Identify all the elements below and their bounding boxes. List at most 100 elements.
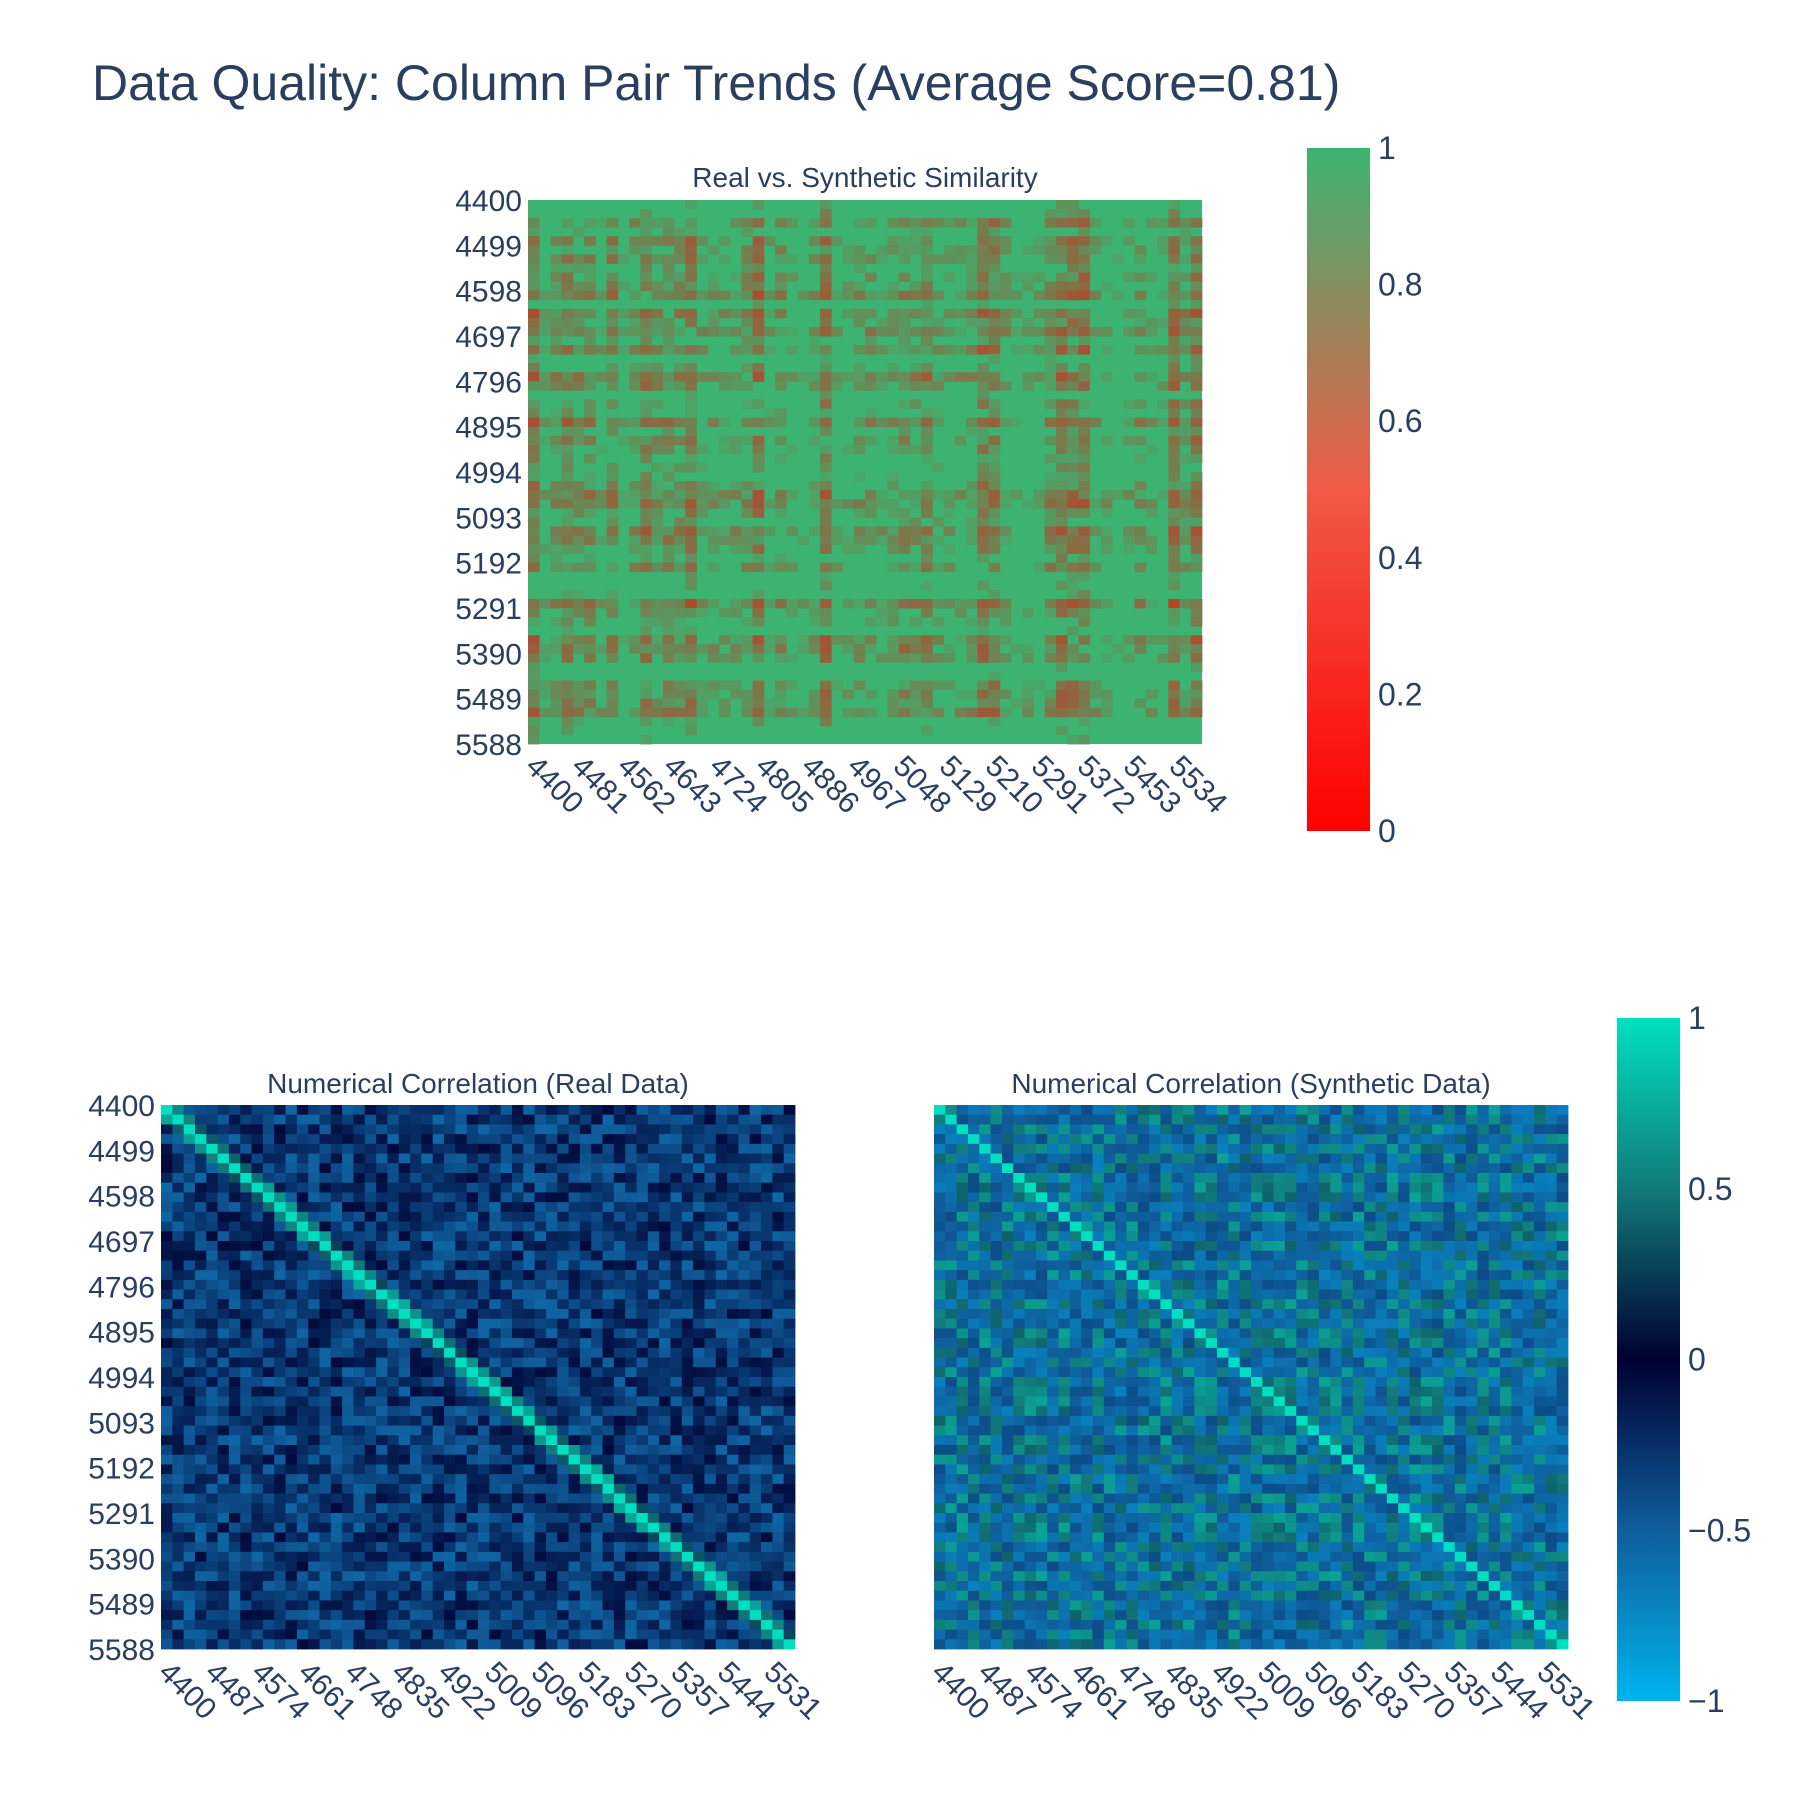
heatmap-cell xyxy=(274,1182,286,1193)
heatmap-cell xyxy=(898,698,911,709)
heatmap-cell xyxy=(921,635,933,645)
heatmap-cell xyxy=(625,1241,637,1252)
heatmap-cell xyxy=(539,707,551,718)
heatmap-cell xyxy=(432,1415,445,1426)
heatmap-cell xyxy=(1067,734,1079,745)
heatmap-cell xyxy=(640,526,652,536)
heatmap-cell xyxy=(342,1143,354,1154)
heatmap-cell xyxy=(545,1202,558,1213)
heatmap-cell xyxy=(432,1474,445,1485)
heatmap-cell xyxy=(1067,571,1079,582)
heatmap-cell xyxy=(353,1386,366,1397)
heatmap-cell xyxy=(647,1163,660,1174)
heatmap-cell xyxy=(308,1105,320,1116)
heatmap-cell xyxy=(228,1221,241,1232)
heatmap-cell xyxy=(478,1629,490,1640)
heatmap-cell xyxy=(410,1474,422,1485)
heatmap-cell xyxy=(444,1619,456,1630)
heatmap-cell xyxy=(444,1143,456,1154)
heatmap-cell xyxy=(511,1134,524,1145)
heatmap-cell xyxy=(274,1386,286,1397)
heatmap-cell xyxy=(591,1173,603,1184)
heatmap-cell xyxy=(606,635,619,645)
heatmap-cell xyxy=(579,1571,592,1582)
heatmap-cell xyxy=(761,1114,773,1125)
heatmap-cell xyxy=(511,1454,524,1465)
heatmap-cell xyxy=(761,1619,773,1630)
heatmap-cell xyxy=(240,1581,252,1592)
heatmap-cell xyxy=(1190,553,1203,564)
heatmap-cell xyxy=(715,1328,728,1339)
heatmap-cell xyxy=(308,1629,320,1640)
heatmap-cell xyxy=(568,1454,581,1465)
heatmap-cell xyxy=(674,254,686,264)
heatmap-cell xyxy=(602,1347,615,1358)
heatmap-cell xyxy=(640,336,652,346)
heatmap-cell xyxy=(932,290,945,301)
similarity-colorbar: 10.80.60.40.20 xyxy=(1307,130,1422,849)
heatmap-cell xyxy=(647,1377,660,1388)
heatmap-cell xyxy=(1033,272,1046,282)
heatmap-cell xyxy=(797,535,810,545)
heatmap-cell xyxy=(217,1503,230,1514)
heatmap-cell xyxy=(421,1221,434,1232)
heatmap-cell xyxy=(977,580,989,591)
heatmap-cell xyxy=(752,417,765,428)
heatmap-cell xyxy=(625,1425,637,1436)
heatmap-cell xyxy=(659,1435,671,1446)
heatmap-cell xyxy=(534,1522,547,1533)
heatmap-cell xyxy=(651,444,664,455)
heatmap-cell xyxy=(730,644,742,654)
heatmap-cell xyxy=(1078,553,1091,564)
heatmap-cell xyxy=(808,481,821,491)
heatmap-cell xyxy=(584,372,596,382)
heatmap-cell xyxy=(557,1124,569,1135)
heatmap-cell xyxy=(561,408,574,418)
heatmap-cell xyxy=(606,472,619,482)
heatmap-cell xyxy=(285,1357,298,1368)
heatmap-cell xyxy=(194,1241,207,1252)
heatmap-cell xyxy=(636,1347,649,1358)
heatmap-cell xyxy=(364,1396,377,1407)
heatmap-cell xyxy=(206,1318,219,1329)
heatmap-cell xyxy=(591,1231,603,1242)
heatmap-cell xyxy=(240,1221,252,1232)
heatmap-cell xyxy=(772,1347,785,1358)
heatmap-cell xyxy=(613,1445,626,1456)
heatmap-cell xyxy=(909,227,922,237)
heatmap-cell xyxy=(534,1105,547,1116)
heatmap-cell xyxy=(308,1289,320,1300)
heatmap-cell xyxy=(636,1483,649,1494)
heatmap-cell xyxy=(579,1600,592,1611)
heatmap-cell xyxy=(1044,689,1057,700)
heatmap-cell xyxy=(704,1386,717,1397)
heatmap-cell xyxy=(228,1425,241,1436)
heatmap-cell xyxy=(274,1483,286,1494)
heatmap-cell xyxy=(636,1134,649,1145)
heatmap-cell xyxy=(410,1250,422,1261)
heatmap-cell xyxy=(1047,1114,1059,1125)
heatmap-cell xyxy=(820,209,832,219)
heatmap-cell xyxy=(1078,345,1091,355)
heatmap-cell xyxy=(534,1211,547,1222)
heatmap-cell xyxy=(761,1415,773,1426)
heatmap-cell xyxy=(240,1493,252,1504)
heatmap-cell xyxy=(528,254,540,264)
heatmap-cell xyxy=(783,1299,796,1310)
heatmap-cell xyxy=(398,1542,411,1553)
heatmap-cell xyxy=(1022,644,1034,654)
heatmap-cell xyxy=(274,1396,286,1407)
heatmap-cell xyxy=(579,1357,592,1368)
heatmap-cell xyxy=(613,1581,626,1592)
heatmap-cell xyxy=(274,1134,286,1145)
heatmap-cell xyxy=(511,1415,524,1426)
heatmap-cell xyxy=(561,562,574,573)
heatmap-cell xyxy=(898,308,911,319)
heatmap-cell xyxy=(636,1454,649,1465)
heatmap-cell xyxy=(240,1328,252,1339)
heatmap-cell xyxy=(1168,363,1180,373)
heatmap-cell xyxy=(1100,326,1113,337)
heatmap-cell xyxy=(285,1367,298,1378)
heatmap-cell xyxy=(194,1114,207,1125)
